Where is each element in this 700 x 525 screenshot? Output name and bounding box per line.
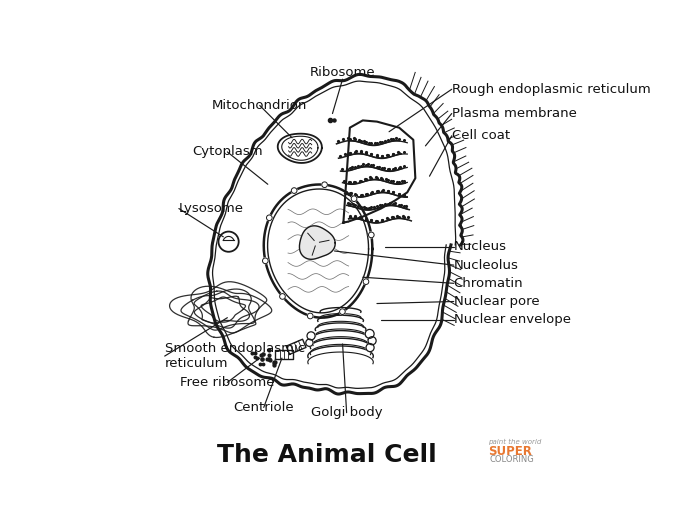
Circle shape (322, 182, 328, 187)
Text: Cytoplasm: Cytoplasm (192, 145, 262, 159)
Circle shape (340, 309, 345, 314)
Text: Smooth endoplasmic
reticulum: Smooth endoplasmic reticulum (164, 342, 304, 370)
Text: Nuclear envelope: Nuclear envelope (454, 313, 570, 326)
Circle shape (307, 313, 313, 319)
Circle shape (291, 188, 297, 193)
Text: paint the world: paint the world (488, 439, 541, 445)
Text: Rough endoplasmic reticulum: Rough endoplasmic reticulum (452, 83, 650, 96)
Text: COLORING: COLORING (490, 456, 535, 465)
Circle shape (307, 332, 315, 340)
Text: Nucleolus: Nucleolus (454, 259, 519, 271)
Text: Centriole: Centriole (233, 401, 294, 414)
Text: Mitochondrion: Mitochondrion (212, 99, 307, 112)
Text: Free ribosome: Free ribosome (180, 376, 274, 389)
Polygon shape (344, 120, 415, 223)
Text: Ribosome: Ribosome (310, 66, 375, 79)
Polygon shape (300, 226, 335, 259)
Polygon shape (264, 184, 372, 318)
Polygon shape (286, 339, 306, 354)
Polygon shape (278, 134, 322, 163)
Text: Cell coat: Cell coat (452, 129, 510, 142)
Text: Lysosome: Lysosome (179, 202, 244, 215)
Text: Plasma membrane: Plasma membrane (452, 107, 577, 120)
Circle shape (218, 232, 239, 252)
Circle shape (366, 343, 374, 352)
Circle shape (368, 337, 376, 345)
Circle shape (267, 215, 272, 220)
Text: Chromatin: Chromatin (454, 277, 524, 290)
Text: SUPER: SUPER (489, 445, 532, 458)
Polygon shape (208, 75, 463, 394)
Circle shape (306, 339, 313, 347)
Circle shape (365, 329, 374, 338)
Circle shape (368, 232, 374, 238)
Text: The Animal Cell: The Animal Cell (216, 443, 436, 467)
Circle shape (279, 293, 286, 299)
Circle shape (351, 196, 357, 202)
Polygon shape (275, 350, 293, 359)
Text: Nucleus: Nucleus (454, 240, 507, 254)
Text: Nuclear pore: Nuclear pore (454, 295, 540, 308)
Circle shape (363, 279, 369, 285)
Circle shape (262, 258, 268, 264)
Text: Golgi body: Golgi body (311, 406, 382, 419)
